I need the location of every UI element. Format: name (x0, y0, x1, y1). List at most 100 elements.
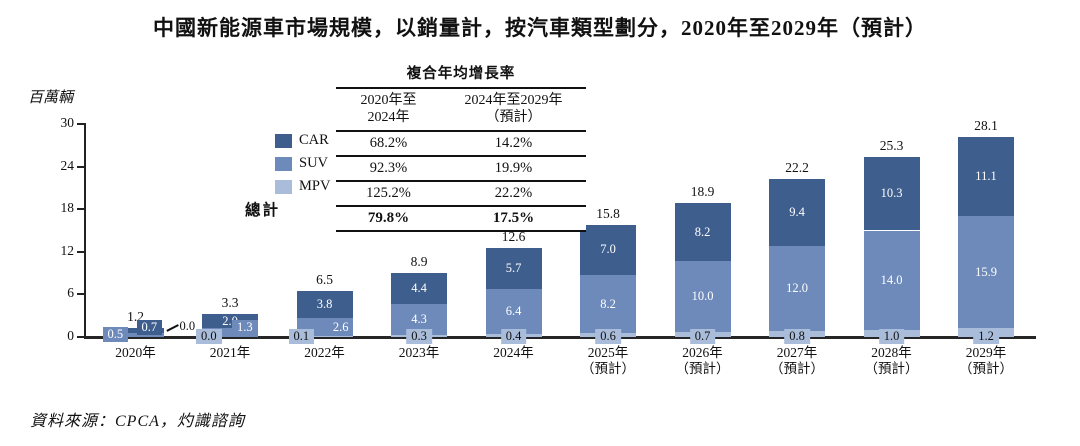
y-tick-mark (77, 123, 84, 125)
cagr-mpv-2020-2024: 125.2% (366, 185, 411, 201)
y-axis-unit-label: 百萬輛 (28, 90, 74, 106)
cagr-row-suv: 92.3% 19.9% (336, 157, 586, 182)
bar-label-suv: 10.0 (691, 289, 714, 304)
bar-label-chip-car: 0.7 (136, 320, 163, 335)
bar-label-car: 5.7 (505, 261, 522, 276)
bar-label-suv: 6.4 (505, 303, 522, 318)
cagr-suv-2024-2029: 19.9% (494, 160, 533, 176)
bar-total-label: 8.9 (410, 254, 428, 270)
bar-label-chip-suv: 0.5 (102, 327, 129, 342)
bar-label-suv: 8.2 (600, 296, 616, 311)
bar-label-mpv: 0.0 (179, 319, 196, 333)
legend-item-car: CAR (275, 129, 330, 152)
bar-label-chip-mpv: 1.0 (878, 329, 905, 344)
bar-total-label: 25.3 (879, 138, 904, 154)
legend-swatch-mpv-icon (275, 179, 292, 194)
bar-segment-car-2026 (674, 202, 731, 262)
legend-swatch-car-icon (275, 133, 292, 148)
bar-label-car: 3.8 (316, 296, 333, 311)
bar-label-suv: 14.0 (880, 272, 903, 287)
y-tick-mark (77, 293, 84, 296)
bar-segment-car-2020 (107, 328, 164, 334)
bar-total-label: 12.6 (501, 229, 526, 245)
x-axis-label: 2028年 （預計） (864, 345, 919, 376)
x-axis-label: 2024年 (493, 345, 534, 360)
cagr-row-mpv: 125.2% 22.2% (336, 182, 586, 207)
bar-segment-car-2025 (580, 224, 636, 275)
y-tick-label: 24 (60, 157, 75, 173)
cagr-table: 複合年均增長率 2020年至 2024年 2024年至2029年 （預計） 68… (336, 61, 586, 232)
x-axis-line (84, 335, 1036, 339)
bar-total-label: 15.8 (596, 205, 620, 221)
y-tick-mark (77, 208, 84, 211)
y-axis-line (84, 123, 86, 338)
bar-label-car: 7.0 (600, 241, 616, 256)
bar-label-car: 4.4 (411, 281, 427, 296)
bar-label-suv: 15.9 (975, 264, 997, 279)
bar-segment-car-2029 (958, 136, 1014, 216)
cagr-col2-header: 2024年至2029年 （預計） (464, 93, 563, 125)
bar-label-chip-mpv: 0.4 (500, 329, 527, 344)
y-tick-label: 18 (60, 200, 75, 216)
bar-label-chip-suv: 1.3 (232, 320, 258, 335)
bar-segment-suv-2028 (863, 230, 920, 330)
bar-label-chip-mpv: 0.7 (689, 329, 716, 344)
cagr-suv-2020-2024: 92.3% (369, 160, 408, 176)
cagr-mpv-2024-2029: 22.2% (494, 185, 533, 201)
cagr-table-header-row: 2020年至 2024年 2024年至2029年 （預計） (336, 89, 586, 132)
x-axis-label: 2020年 (115, 345, 156, 360)
cagr-col1-header: 2020年至 2024年 (360, 93, 417, 125)
bar-label-suv: 4.3 (411, 312, 427, 327)
x-axis-label: 2029年 （預計） (959, 345, 1013, 376)
bar-segment-car-2022 (296, 290, 353, 318)
cagr-table-title: 複合年均增長率 (336, 61, 586, 89)
x-axis-label: 2025年 （預計） (581, 345, 635, 376)
y-tick-label: 30 (60, 115, 75, 130)
cagr-car-2024-2029: 14.2% (494, 135, 533, 151)
cagr-row-car: 68.2% 14.2% (336, 132, 586, 157)
bar-total-label: 3.3 (221, 294, 239, 310)
y-tick-label: 0 (67, 328, 74, 343)
legend-swatch-suv-icon (275, 156, 292, 171)
bar-segment-suv-2024 (485, 288, 542, 335)
bar-total-label: 6.5 (316, 271, 333, 287)
bar-segment-suv-2027 (769, 246, 825, 332)
legend-label-car: CAR (299, 132, 329, 148)
bar-total-label: 28.1 (974, 117, 998, 133)
bar-segment-car-2027 (769, 179, 825, 247)
legend-label-suv: SUV (299, 155, 329, 171)
legend-item-suv: SUV (275, 152, 330, 175)
x-axis-label: 2021年 (209, 345, 251, 360)
cagr-car-2020-2024: 68.2% (369, 135, 408, 151)
bar-label-car: 10.3 (880, 186, 903, 201)
x-axis-label: 2026年 （預計） (675, 345, 730, 376)
cagr-total-2020-2024: 79.8% (367, 210, 410, 226)
y-tick-mark (77, 165, 84, 168)
bar-segment-mpv-2022 (296, 336, 353, 337)
x-axis-label: 2023年 (398, 345, 440, 360)
legend-item-mpv: MPV (275, 175, 330, 198)
bar-label-car: 8.2 (694, 224, 711, 239)
y-tick-mark (77, 336, 84, 338)
bar-segment-suv-2021 (202, 327, 258, 337)
bar-label-suv: 12.0 (786, 281, 808, 296)
legend-label-mpv: MPV (299, 178, 331, 194)
y-tick-mark (77, 250, 84, 253)
cagr-row-total: 79.8% 17.5% (336, 207, 586, 232)
bar-label-chip-mpv: 0.0 (196, 329, 222, 344)
chart-title: 中國新能源車市場規模，以銷量計，按汽車類型劃分，2020年至2029年（預計） (153, 16, 927, 40)
bar-segment-suv-2026 (674, 261, 731, 333)
y-tick-label: 12 (60, 242, 75, 258)
y-tick-label: 6 (67, 285, 74, 301)
bar-segment-car-2023 (391, 273, 447, 305)
bar-label-car: 11.1 (975, 168, 997, 183)
bar-label-chip-mpv: 0.8 (784, 329, 810, 344)
cagr-total-2024-2029: 17.5% (492, 210, 535, 226)
bar-label-car: 9.4 (789, 205, 805, 220)
bar-segment-suv-2025 (580, 274, 636, 333)
source-note: 資料來源：CPCA，灼識諮詢 (30, 413, 245, 430)
bar-segment-suv-2020 (107, 333, 164, 337)
bar-segment-suv-2029 (958, 215, 1014, 329)
bar-segment-car-2028 (863, 157, 920, 231)
